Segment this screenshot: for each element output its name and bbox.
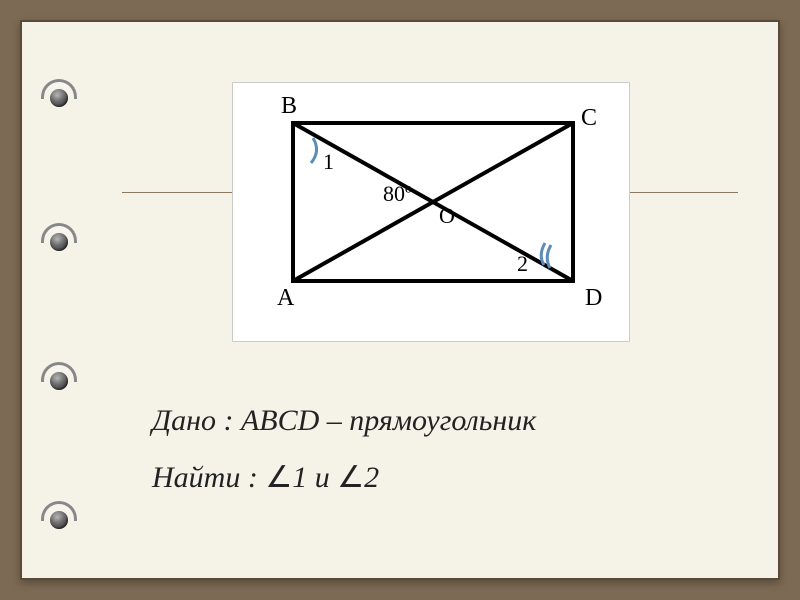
- content-area: B C A D O 80º 1 2 Дано : ABCD – прямоуго…: [122, 52, 738, 548]
- angle-icon: ∠: [337, 461, 364, 494]
- figure-svg: B C A D O 80º 1 2: [233, 83, 631, 343]
- angle-1: 1: [292, 461, 307, 494]
- find-line: Найти : ∠1 и ∠2: [152, 449, 536, 506]
- label-b: B: [281, 93, 297, 119]
- given-prefix: Дано: [152, 404, 216, 437]
- label-a: A: [277, 285, 295, 311]
- colon2: :: [240, 461, 265, 494]
- slide: B C A D O 80º 1 2 Дано : ABCD – прямоуго…: [20, 20, 780, 580]
- angle-arc-2a: [541, 243, 545, 265]
- angle-icon: ∠: [265, 461, 292, 494]
- label-o: O: [439, 203, 455, 228]
- find-mid: и: [315, 461, 330, 494]
- angle-2: 2: [364, 461, 379, 494]
- colon: :: [216, 404, 241, 437]
- label-c: C: [581, 105, 597, 131]
- geometry-figure: B C A D O 80º 1 2: [232, 82, 630, 342]
- label-angle-2: 2: [517, 251, 528, 276]
- label-d: D: [585, 285, 602, 311]
- find-prefix: Найти: [152, 461, 240, 494]
- angle-arc-1: [311, 138, 317, 163]
- binder-holes: [50, 22, 90, 578]
- problem-statement: Дано : ABCD – прямоугольник Найти : ∠1 и…: [152, 392, 536, 506]
- label-angle-80: 80º: [383, 181, 412, 206]
- label-angle-1: 1: [323, 149, 334, 174]
- angle-arc-2b: [547, 245, 551, 268]
- given-line: Дано : ABCD – прямоугольник: [152, 392, 536, 449]
- given-body: ABCD – прямоугольник: [241, 404, 536, 437]
